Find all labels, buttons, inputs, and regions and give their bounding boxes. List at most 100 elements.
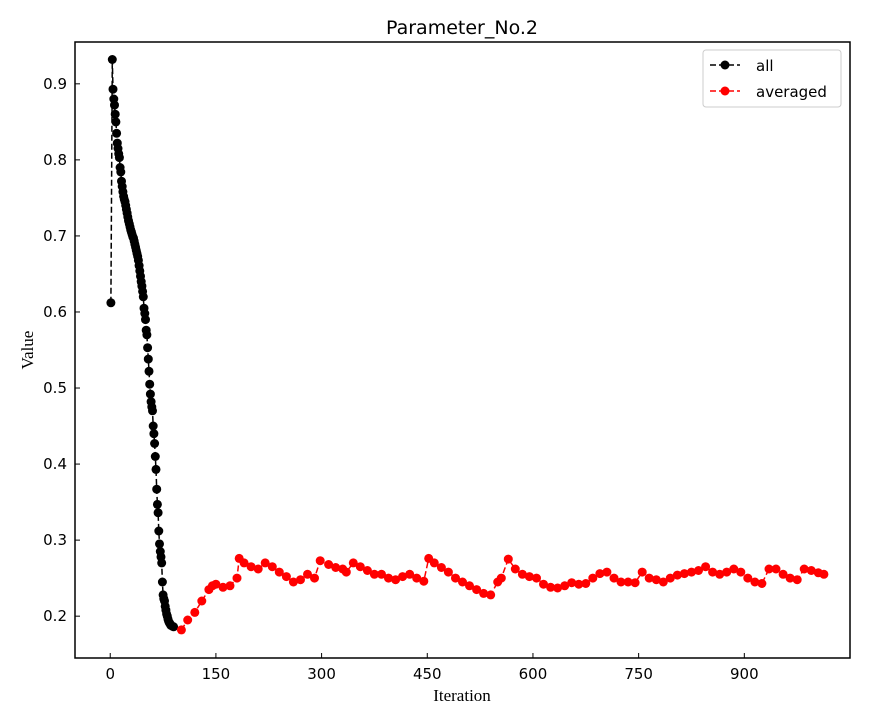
data-point-averaged bbox=[398, 572, 408, 582]
data-point-averaged bbox=[778, 569, 788, 579]
data-point-averaged bbox=[443, 567, 453, 577]
chart-title: Parameter_No.2 bbox=[386, 17, 538, 39]
data-point-averaged bbox=[771, 564, 781, 574]
legend-all-marker bbox=[720, 60, 730, 70]
data-point-averaged bbox=[429, 558, 439, 568]
data-point-all bbox=[143, 354, 153, 364]
data-point-averaged bbox=[239, 558, 249, 568]
y-tick-label: 0.6 bbox=[43, 303, 67, 321]
data-point-averaged bbox=[729, 564, 739, 574]
data-point-averaged bbox=[369, 569, 379, 579]
data-point-averaged bbox=[183, 615, 193, 625]
data-point-averaged bbox=[736, 567, 746, 577]
data-point-averaged bbox=[496, 573, 506, 583]
data-point-averaged bbox=[722, 567, 732, 577]
data-point-averaged bbox=[355, 562, 365, 572]
data-point-averaged bbox=[267, 562, 277, 572]
data-point-averaged bbox=[651, 575, 661, 585]
x-axis-label: Iteration bbox=[433, 686, 491, 705]
x-tick-label: 750 bbox=[624, 665, 653, 683]
data-point-averaged bbox=[679, 569, 689, 579]
data-point-averaged bbox=[546, 582, 556, 592]
y-axis-label: Value bbox=[18, 331, 37, 370]
data-point-all bbox=[138, 292, 148, 302]
data-point-averaged bbox=[405, 569, 415, 579]
data-point-averaged bbox=[296, 575, 305, 585]
data-point-all bbox=[145, 379, 155, 389]
data-point-averaged bbox=[532, 573, 541, 583]
y-axis-ticks: 0.2 0.3 0.4 0.5 0.6 0.7 0.8 0.9 bbox=[43, 75, 80, 625]
x-tick-label: 150 bbox=[202, 665, 231, 683]
data-point-averaged bbox=[644, 573, 654, 583]
data-point-averaged bbox=[377, 569, 386, 579]
data-point-averaged bbox=[218, 582, 228, 592]
data-point-all bbox=[148, 421, 158, 431]
data-point-averaged bbox=[465, 581, 474, 591]
series-all bbox=[106, 55, 179, 632]
data-point-averaged bbox=[602, 567, 612, 577]
data-point-averaged bbox=[560, 581, 570, 591]
data-point-averaged bbox=[743, 573, 753, 583]
x-axis-ticks: 0 150 300 450 600 750 900 bbox=[105, 653, 759, 683]
data-point-averaged bbox=[581, 579, 591, 588]
data-point-all bbox=[152, 484, 162, 494]
legend-all-label: all bbox=[756, 57, 774, 75]
data-point-averaged bbox=[303, 569, 312, 579]
data-point-averaged bbox=[412, 573, 422, 583]
data-point-averaged bbox=[701, 562, 711, 572]
series-layer bbox=[106, 55, 829, 635]
data-point-averaged bbox=[348, 558, 358, 568]
data-point-averaged bbox=[253, 564, 263, 574]
data-point-averaged bbox=[524, 572, 534, 582]
data-point-all bbox=[169, 622, 179, 632]
data-point-averaged bbox=[806, 566, 816, 575]
data-point-averaged bbox=[539, 579, 548, 589]
y-tick-label: 0.7 bbox=[43, 227, 67, 245]
data-point-averaged bbox=[324, 560, 334, 569]
data-point-all bbox=[145, 389, 155, 399]
data-point-averaged bbox=[694, 566, 703, 575]
data-point-averaged bbox=[553, 583, 563, 593]
data-point-averaged bbox=[486, 590, 496, 600]
data-point-averaged bbox=[479, 588, 489, 598]
data-point-averaged bbox=[616, 577, 626, 587]
data-point-averaged bbox=[281, 572, 291, 582]
data-point-averaged bbox=[764, 564, 774, 574]
data-point-all bbox=[116, 167, 126, 177]
data-point-all bbox=[155, 539, 164, 549]
data-point-averaged bbox=[630, 578, 640, 588]
y-tick-label: 0.4 bbox=[43, 455, 67, 473]
data-point-averaged bbox=[362, 566, 372, 575]
data-point-all bbox=[157, 558, 167, 568]
y-tick-label: 0.5 bbox=[43, 379, 67, 397]
data-point-averaged bbox=[819, 569, 829, 579]
data-point-averaged bbox=[799, 564, 809, 574]
data-point-averaged bbox=[750, 577, 760, 587]
data-point-averaged bbox=[658, 577, 668, 587]
data-point-averaged bbox=[510, 564, 520, 574]
data-point-averaged bbox=[595, 569, 605, 579]
data-point-averaged bbox=[503, 554, 513, 564]
data-point-averaged bbox=[260, 558, 270, 568]
data-point-averaged bbox=[288, 577, 298, 587]
data-point-averaged bbox=[225, 581, 235, 591]
data-point-all bbox=[143, 343, 153, 353]
data-point-averaged bbox=[384, 573, 393, 583]
legend-averaged-marker bbox=[720, 86, 730, 96]
y-tick-label: 0.9 bbox=[43, 75, 67, 93]
data-point-averaged bbox=[567, 578, 577, 588]
data-point-averaged bbox=[637, 567, 647, 577]
data-point-averaged bbox=[665, 573, 675, 583]
data-point-all bbox=[154, 526, 164, 536]
data-point-all bbox=[151, 464, 161, 474]
data-point-averaged bbox=[757, 579, 767, 588]
data-point-all bbox=[153, 508, 163, 518]
data-point-averaged bbox=[211, 579, 221, 589]
data-point-all bbox=[110, 100, 119, 110]
data-point-averaged bbox=[792, 575, 802, 585]
data-point-averaged bbox=[517, 569, 527, 579]
x-tick-label: 600 bbox=[519, 665, 548, 683]
data-point-averaged bbox=[785, 573, 795, 583]
x-tick-label: 450 bbox=[413, 665, 442, 683]
